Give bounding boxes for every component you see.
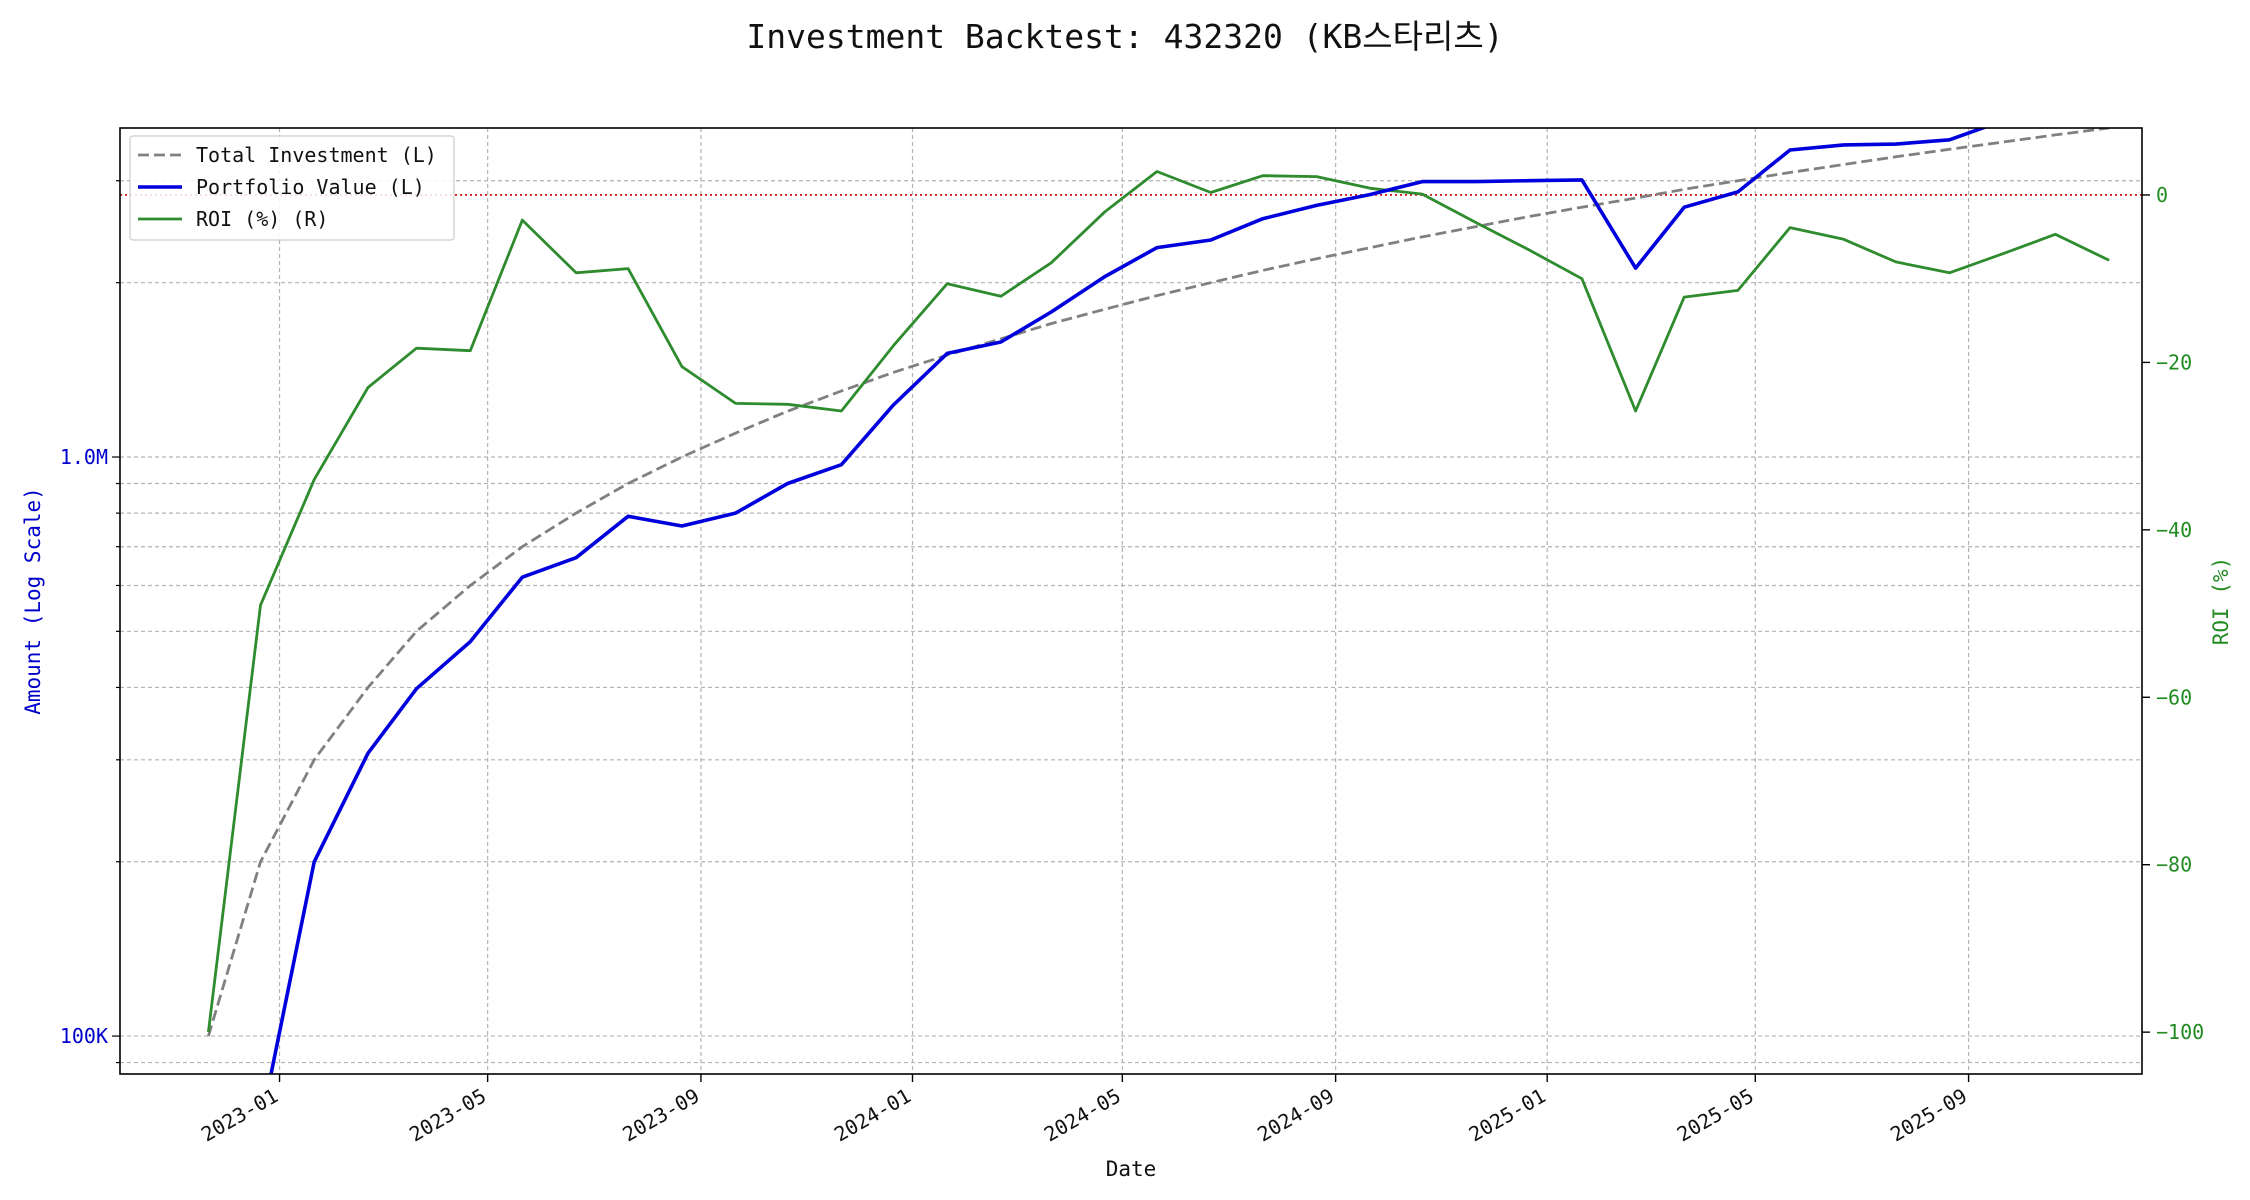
x-tick-label: 2023-01 (197, 1084, 282, 1147)
x-tick-label: 2024-05 (1040, 1084, 1125, 1147)
x-tick-label: 2025-05 (1673, 1084, 1758, 1147)
legend-label: Portfolio Value (L) (196, 175, 425, 199)
series-lines (207, 128, 2110, 1074)
legend-box (129, 135, 455, 241)
plot-frame (119, 127, 2143, 1075)
x-axis-ticks: 2023-01 2023-05 2023-09 2024-01 2024-05 2024-… (197, 1074, 1971, 1146)
right-tick-label: −80 (2156, 853, 2192, 877)
x-axis-label: Date (1106, 1157, 1157, 1181)
legend-label: Total Investment (L) (196, 143, 437, 167)
right-tick-label: 0 (2156, 183, 2168, 207)
right-tick-label: −60 (2156, 685, 2192, 709)
chart-title: Investment Backtest: 432320 (KB스타리츠) (746, 17, 1503, 56)
roi-line (207, 170, 2110, 1033)
left-tick-label: 1.0M (60, 445, 108, 469)
left-axis-ticks: 100K 1.0M (60, 180, 120, 1064)
right-tick-label: −40 (2156, 518, 2192, 542)
grid-lines (120, 128, 2142, 1074)
x-tick-label: 2024-01 (830, 1084, 915, 1147)
right-tick-label: −100 (2156, 1020, 2204, 1044)
left-axis-label: Amount (Log Scale) (21, 487, 45, 715)
legend-label: ROI (%) (R) (196, 207, 328, 231)
x-tick-label: 2023-09 (618, 1084, 703, 1147)
x-tick-label: 2025-01 (1465, 1084, 1550, 1147)
right-tick-label: −20 (2156, 350, 2192, 374)
total-investment-line (207, 128, 2110, 1037)
x-tick-label: 2023-05 (405, 1084, 490, 1147)
right-axis-label: ROI (%) (2209, 557, 2233, 646)
x-tick-label: 2025-09 (1886, 1084, 1971, 1147)
legend: Total Investment (L) Portfolio Value (L) R… (129, 135, 455, 241)
x-tick-label: 2024-09 (1253, 1084, 1338, 1147)
left-tick-label: 100K (60, 1024, 108, 1048)
portfolio-value-line (269, 128, 1988, 1074)
right-axis-ticks: 0 −20 −40 −60 −80 −100 (2142, 183, 2204, 1044)
